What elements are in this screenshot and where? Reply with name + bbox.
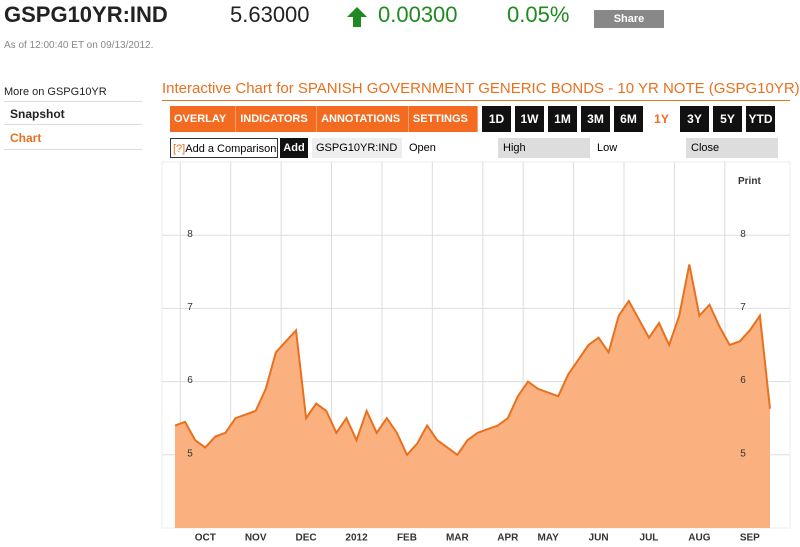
share-button[interactable]: Share bbox=[594, 10, 664, 28]
x-tick-label: OCT bbox=[195, 533, 216, 544]
x-tick-label: FEB bbox=[397, 533, 417, 544]
sidebar-link[interactable]: Chart bbox=[4, 126, 142, 150]
y-tick-label: 5 bbox=[740, 448, 746, 459]
range-button[interactable]: 1Y bbox=[647, 106, 676, 132]
field: Close bbox=[686, 138, 778, 158]
comparison-input[interactable]: [?]Add a Comparison bbox=[170, 138, 278, 158]
x-tick-label: JUL bbox=[640, 533, 659, 544]
add-button[interactable]: Add bbox=[280, 138, 308, 158]
y-tick-label: 7 bbox=[187, 302, 193, 313]
menu[interactable]: INDICATORS ▾ bbox=[236, 106, 318, 151]
menu-bar: OVERLAY ▾INDICATORS ▾ANNOTATIONS ▾SETTIN… bbox=[170, 106, 478, 151]
price: 5.63000 bbox=[230, 2, 310, 27]
x-tick-label: DEC bbox=[296, 533, 317, 544]
x-tick-label: 2012 bbox=[345, 533, 368, 544]
chart-title: Interactive Chart for SPANISH GOVERNMENT… bbox=[162, 80, 800, 97]
menu[interactable]: SETTINGS ▾ bbox=[409, 106, 478, 151]
field: High bbox=[498, 138, 590, 158]
range-button[interactable]: 3Y bbox=[680, 106, 709, 132]
range-bar: 1D 1W 1M 3M 6M 1Y 3Y 5Y YTD bbox=[482, 106, 779, 132]
range-button[interactable]: 6M bbox=[614, 106, 643, 132]
x-tick-label: MAR bbox=[446, 533, 470, 544]
x-tick-label: JUN bbox=[589, 533, 609, 544]
help[interactable]: [?] bbox=[173, 143, 186, 155]
up-arrow bbox=[347, 7, 367, 27]
range-button[interactable]: 3M bbox=[581, 106, 610, 132]
placeholder: Add a Comparison bbox=[185, 143, 277, 155]
y-tick-label: 5 bbox=[187, 448, 193, 459]
sidebar-title: More on GSPG10YR bbox=[4, 86, 107, 98]
x-tick-label: NOV bbox=[245, 533, 267, 544]
change-pct: 0.05% bbox=[507, 2, 570, 27]
symbol: GSPG10YR:IND bbox=[4, 2, 168, 27]
print-link[interactable]: Print bbox=[738, 176, 761, 187]
line bbox=[174, 264, 771, 457]
x-tick-label: MAY bbox=[537, 533, 559, 544]
divider bbox=[162, 100, 790, 101]
y-tick-label: 7 bbox=[740, 302, 746, 313]
y-tick-label: 8 bbox=[187, 229, 193, 240]
symbol-field: GSPG10YR:IND bbox=[312, 138, 402, 158]
x-tick-label: AUG bbox=[688, 533, 710, 544]
field: Low bbox=[597, 142, 618, 154]
x-tick-label: APR bbox=[497, 533, 519, 544]
range-button[interactable]: 5Y bbox=[713, 106, 742, 132]
area bbox=[175, 264, 770, 528]
field: Open bbox=[409, 142, 436, 154]
range-button[interactable]: 1W bbox=[515, 106, 544, 132]
change: 0.00300 bbox=[378, 2, 458, 27]
range-button[interactable]: YTD bbox=[746, 106, 775, 132]
range-button[interactable]: 1D bbox=[482, 106, 511, 132]
y-tick-label: 6 bbox=[740, 375, 746, 386]
range-button[interactable]: 1M bbox=[548, 106, 577, 132]
y-tick-label: 6 bbox=[187, 375, 193, 386]
menu[interactable]: ANNOTATIONS ▾ bbox=[317, 106, 409, 151]
x-tick-label: SEP bbox=[740, 533, 760, 544]
y-tick-label: 8 bbox=[740, 229, 746, 240]
timestamp: As of 12:00:40 ET on 09/13/2012. bbox=[4, 40, 154, 51]
menu[interactable]: OVERLAY ▾ bbox=[170, 106, 237, 151]
sidebar-link[interactable]: Snapshot bbox=[4, 101, 142, 125]
